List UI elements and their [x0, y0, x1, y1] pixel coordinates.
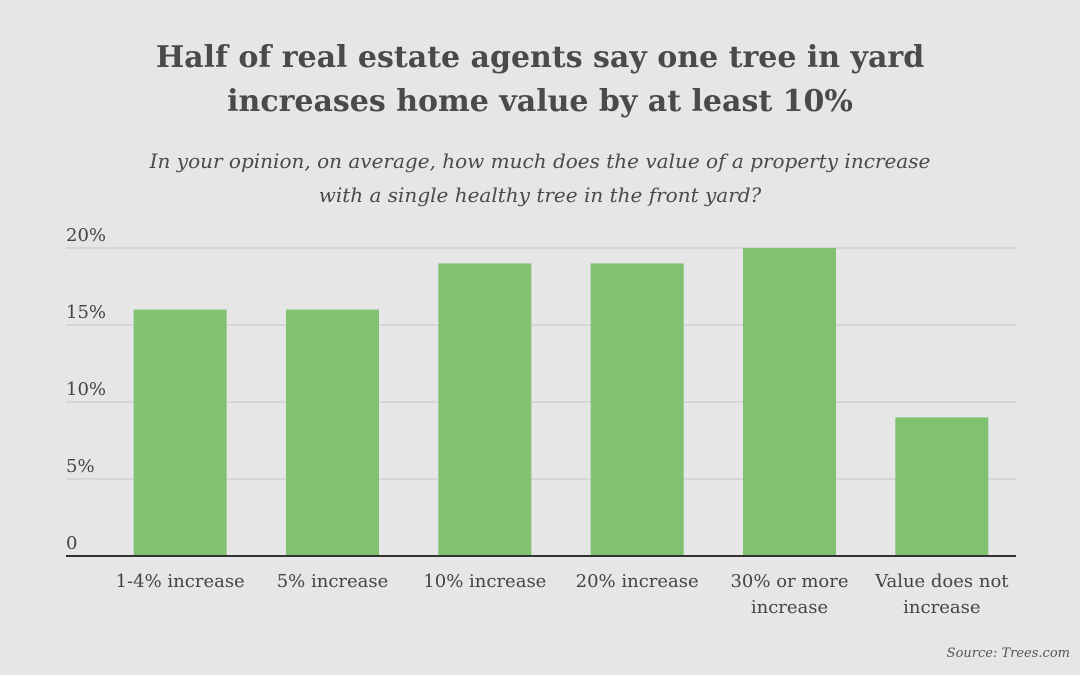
bar	[895, 417, 989, 556]
chart-subtitle-line2: with a single healthy tree in the front …	[318, 183, 762, 207]
x-tick-label: Value does not	[874, 571, 1009, 592]
x-tick-label: 20% increase	[576, 571, 699, 592]
bar	[438, 263, 532, 556]
x-tick-label: 30% or more	[730, 571, 848, 592]
chart-title-line2: increases home value by at least 10%	[227, 84, 853, 119]
chart-title: Half of real estate agents say one tree …	[140, 36, 940, 124]
y-tick-label: 0	[66, 533, 77, 554]
x-tick-label: increase	[903, 597, 980, 618]
y-tick-label: 15%	[66, 302, 106, 323]
chart-title-line1: Half of real estate agents say one tree …	[155, 40, 925, 75]
source-note: Source: Trees.com	[946, 646, 1070, 661]
chart-subtitle: In your opinion, on average, how much do…	[140, 144, 940, 212]
bar	[133, 309, 227, 556]
x-tick-label: increase	[751, 597, 828, 618]
bar	[590, 263, 684, 556]
bar	[743, 248, 836, 556]
bar	[286, 309, 379, 556]
y-tick-label: 10%	[66, 379, 106, 400]
x-tick-label: 5% increase	[277, 571, 389, 592]
x-tick-label: 10% increase	[423, 571, 546, 592]
x-tick-label: 1-4% increase	[116, 571, 245, 592]
chart-subtitle-line1: In your opinion, on average, how much do…	[149, 149, 931, 173]
y-tick-label: 5%	[66, 456, 95, 477]
y-tick-label: 20%	[66, 225, 106, 246]
